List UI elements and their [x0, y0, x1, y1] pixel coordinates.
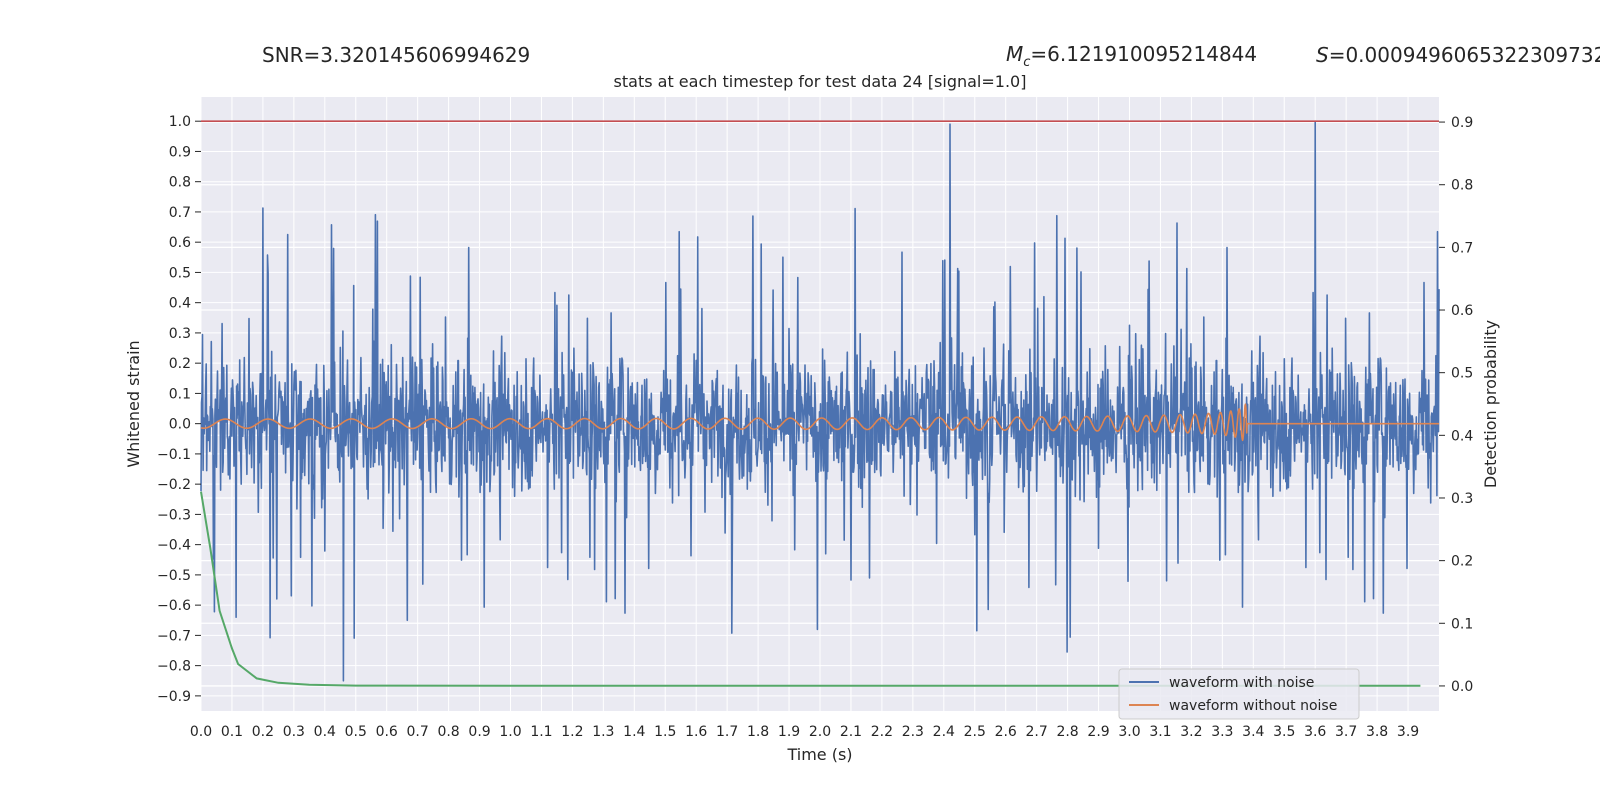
x-tick-label: 1.8 — [747, 724, 769, 740]
gridlines — [200, 97, 1439, 711]
series-waveform-without-noise — [200, 403, 1440, 442]
y-tick-labels: 1.0 0.9 0.8 0.7 0.6 0.5 0.4 0.3 0.2 0.1 0.0 −0.1 −0.… — [157, 114, 201, 705]
x-tick-label: 1.0 — [499, 724, 521, 740]
x-tick-label: 0.9 — [468, 724, 490, 740]
x-tick-label: 2.1 — [840, 724, 862, 740]
x-tick-label: 3.7 — [1335, 724, 1357, 740]
y-tick-label: 0.2 — [169, 356, 191, 372]
x-tick-label: 3.8 — [1366, 724, 1388, 740]
x-tick-label: 0.3 — [283, 724, 305, 740]
x-tick-label: 2.8 — [1056, 724, 1078, 740]
y2-tick-label: 0.9 — [1451, 115, 1473, 131]
y2-tick-label: 0.8 — [1451, 178, 1473, 194]
y-tick-label: −0.9 — [157, 689, 191, 705]
x-tick-label: 2.2 — [871, 724, 893, 740]
y2-tick-label: 0.6 — [1451, 303, 1473, 319]
x-tick-label: 3.6 — [1304, 724, 1326, 740]
x-tick-label: 2.0 — [809, 724, 831, 740]
y-tick-label: −0.4 — [157, 538, 191, 554]
y-tick-label: −0.1 — [157, 447, 191, 463]
x-tick-label: 1.3 — [592, 724, 614, 740]
x-tick-label: 0.4 — [314, 724, 336, 740]
y2-tick-label: 0.0 — [1451, 679, 1473, 695]
x-tick-label: 2.4 — [933, 724, 955, 740]
x-tick-label: 1.9 — [778, 724, 800, 740]
y-tick-label: 0.5 — [169, 265, 191, 281]
x-tick-label: 0.2 — [252, 724, 274, 740]
series-waveform-with-noise — [200, 120, 1440, 682]
x-tick-label: 3.3 — [1211, 724, 1233, 740]
chirp-mass-value: =6.121910095214844 — [1030, 42, 1257, 66]
y-tick-label: 0.7 — [169, 205, 191, 221]
y2-axis-label: Detection probability — [1481, 320, 1500, 488]
x-axis-label: Time (s) — [786, 745, 852, 764]
chirp-mass-symbol: M — [1006, 42, 1023, 66]
x-tick-label: 0.6 — [376, 724, 398, 740]
x-tick-label: 0.8 — [437, 724, 459, 740]
snr-header: SNR=3.320145606994629 — [262, 43, 530, 67]
x-tick-label: 3.0 — [1118, 724, 1140, 740]
chirp-mass-subscript: c — [1023, 55, 1030, 70]
y-tick-label: −0.5 — [157, 568, 191, 584]
y2-tick-label: 0.5 — [1451, 366, 1473, 382]
y2-tick-label: 0.3 — [1451, 491, 1473, 507]
y-tick-label: 0.4 — [169, 296, 191, 312]
chirp-mass-header: Mc=6.121910095214844 — [1006, 42, 1257, 70]
y-tick-label: −0.2 — [157, 477, 191, 493]
y-tick-label: 0.1 — [169, 386, 191, 402]
x-tick-labels: 0.0 0.1 0.2 0.3 0.4 0.5 0.6 0.7 0.8 0.9 1.0 1.1 1.2 1… — [190, 724, 1419, 740]
legend-label-noise: waveform with noise — [1169, 675, 1314, 691]
y2-tick-label: 0.2 — [1451, 554, 1473, 570]
y-axis-label: Whitened strain — [124, 340, 143, 467]
y2-tick-label: 0.1 — [1451, 616, 1473, 632]
x-tick-label: 1.6 — [685, 724, 707, 740]
x-tick-label: 1.2 — [561, 724, 583, 740]
x-tick-label: 0.1 — [221, 724, 243, 740]
s-value: =0.0009496065322309732 — [1329, 43, 1600, 67]
x-tick-label: 3.2 — [1180, 724, 1202, 740]
series-detection-probability — [200, 491, 1421, 687]
y-tick-label: −0.6 — [157, 598, 191, 614]
probability-line — [200, 491, 1421, 687]
y2-tick-label: 0.7 — [1451, 240, 1473, 256]
s-symbol: S — [1316, 43, 1329, 67]
chart-title: stats at each timestep for test data 24 … — [614, 72, 1027, 91]
noise-line — [200, 120, 1440, 682]
y-tick-label: −0.8 — [157, 659, 191, 675]
x-tick-label: 0.0 — [190, 724, 212, 740]
y2-tick-label: 0.4 — [1451, 428, 1473, 444]
x-tick-label: 3.1 — [1149, 724, 1171, 740]
x-tick-label: 3.4 — [1242, 724, 1264, 740]
x-tick-label: 2.7 — [1026, 724, 1048, 740]
legend: waveform with noise waveform without noi… — [1118, 668, 1360, 720]
x-tick-label: 0.5 — [345, 724, 367, 740]
legend-box — [1118, 668, 1360, 720]
y-tick-label: 0.8 — [169, 175, 191, 191]
legend-label-clean: waveform without noise — [1169, 698, 1337, 714]
x-tick-label: 3.5 — [1273, 724, 1295, 740]
y-tick-label: 0.0 — [169, 417, 191, 433]
x-tick-label: 0.7 — [407, 724, 429, 740]
x-tick-label: 2.3 — [902, 724, 924, 740]
x-tick-label: 1.4 — [623, 724, 645, 740]
y-tick-label: −0.7 — [157, 628, 191, 644]
y-tick-label: −0.3 — [157, 507, 191, 523]
y2-tick-labels: 0.9 0.8 0.7 0.6 0.5 0.4 0.3 0.2 0.1 0.0 — [1439, 115, 1473, 695]
x-tick-label: 1.7 — [716, 724, 738, 740]
y-tick-label: 0.3 — [169, 326, 191, 342]
x-tick-label: 2.5 — [964, 724, 986, 740]
y-tick-label: 1.0 — [169, 114, 191, 130]
x-tick-label: 1.5 — [654, 724, 676, 740]
x-tick-label: 1.1 — [530, 724, 552, 740]
s-header: S=0.0009496065322309732 — [1316, 43, 1600, 67]
x-tick-label: 3.9 — [1397, 724, 1419, 740]
clean-line — [200, 403, 1440, 442]
x-tick-label: 2.6 — [995, 724, 1017, 740]
x-tick-label: 2.9 — [1087, 724, 1109, 740]
y-tick-label: 0.9 — [169, 144, 191, 160]
y-tick-label: 0.6 — [169, 235, 191, 251]
